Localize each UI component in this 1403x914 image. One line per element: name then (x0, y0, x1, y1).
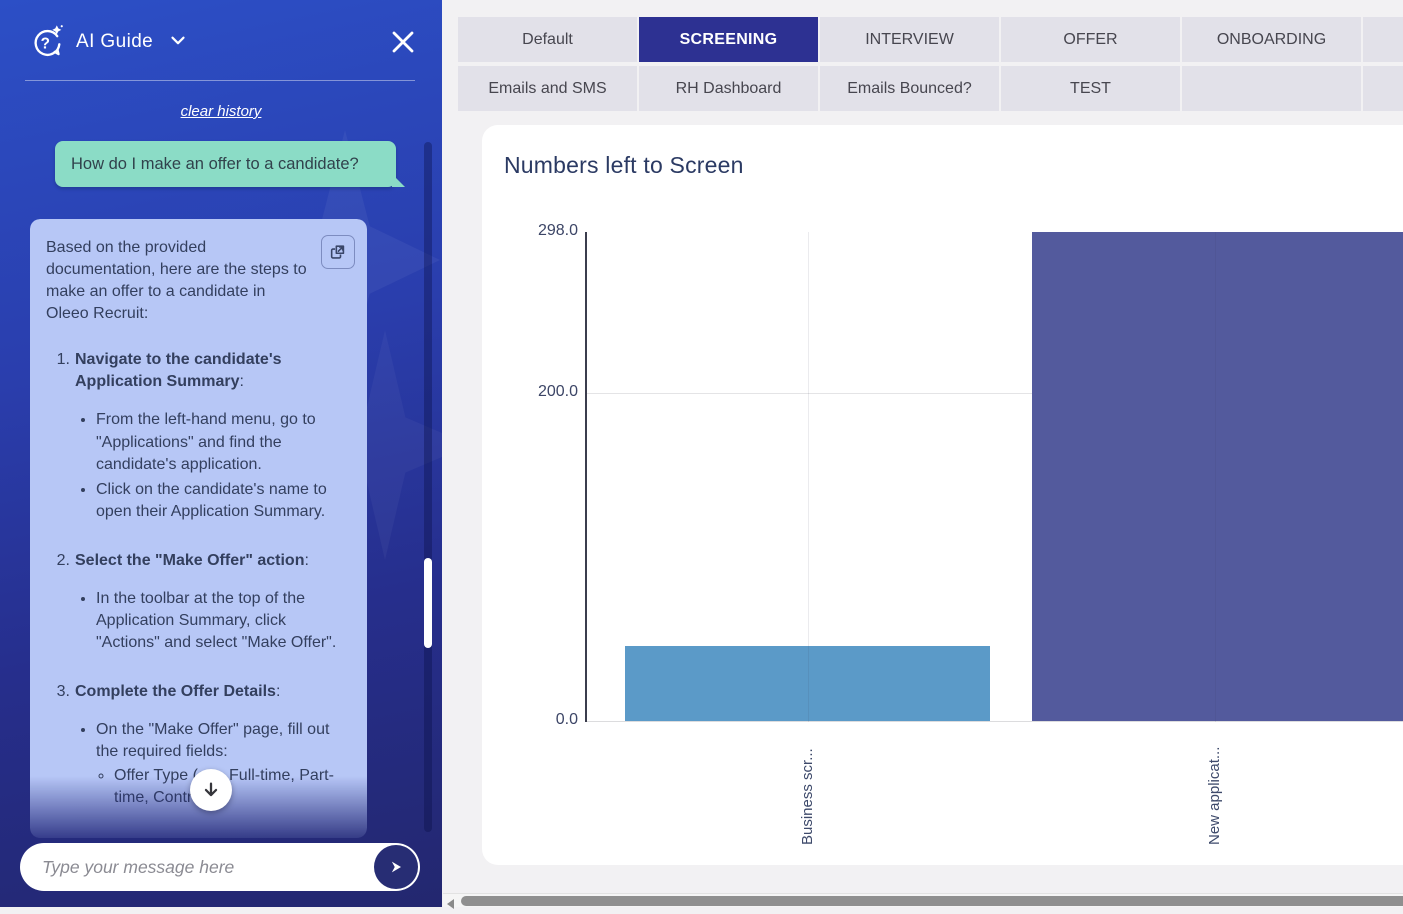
tab-emails-bounced-[interactable]: Emails Bounced? (820, 66, 999, 111)
clear-history-link[interactable]: clear history (180, 103, 262, 120)
tab-partial[interactable] (1363, 66, 1403, 111)
bar-new-applicat-[interactable] (1032, 232, 1403, 721)
chat-scrollbar-track[interactable] (424, 142, 432, 832)
user-message-bubble: How do I make an offer to a candidate? (55, 141, 405, 188)
bar-business-scr-[interactable] (625, 645, 990, 721)
tab-default[interactable]: Default (458, 17, 637, 62)
chart-card: Numbers left to Screen 0.0 200.0 298.0 Busi… (482, 125, 1403, 865)
tab-test[interactable]: TEST (1001, 66, 1180, 111)
horizontal-scrollbar-thumb[interactable] (461, 896, 1403, 906)
chart-title: Numbers left to Screen (504, 152, 744, 178)
tab-emails-and-sms[interactable]: Emails and SMS (458, 66, 637, 111)
vertical-gridline (808, 232, 809, 722)
ai-step-bullet: Click on the candidate's name to open th… (96, 479, 351, 523)
header-divider (25, 80, 415, 81)
chart-baseline (587, 721, 1403, 722)
tab-interview[interactable]: INTERVIEW (820, 17, 999, 62)
tab-onboarding[interactable]: ONBOARDING (1182, 17, 1361, 62)
tab-rh-dashboard[interactable]: RH Dashboard (639, 66, 818, 111)
chevron-down-icon[interactable] (167, 29, 189, 56)
ai-step-sub-bullet: Offer Type (e.g. Full-time, Part-time, C… (114, 765, 351, 809)
dashboard-tabs: Default SCREENING INTERVIEW OFFER ONBOARDING… (458, 17, 1403, 115)
x-axis-category-label: New applicat... (1206, 746, 1223, 845)
panel-title: AI Guide (76, 31, 154, 52)
horizontal-scrollbar (443, 893, 1403, 909)
user-message-text: How do I make an offer to a candidate? (71, 155, 359, 173)
y-axis-tick-label: 200.0 (537, 382, 578, 400)
ai-steps: 1. Navigate to the candidate's Applicatio… (46, 349, 351, 812)
horizontal-gridline (587, 392, 1403, 394)
svg-text:?: ? (41, 35, 50, 52)
tab-partial[interactable] (1363, 17, 1403, 62)
ai-message-intro: Based on the provided documentation, her… (46, 239, 307, 323)
y-axis-tick-label: 298.0 (537, 222, 578, 239)
send-button[interactable] (374, 845, 418, 889)
vertical-gridline (1215, 232, 1216, 722)
ai-step-bullet: In the toolbar at the top of the Applica… (96, 588, 351, 654)
ai-guide-logo-icon: ? (28, 24, 64, 60)
ai-step-bullet: From the left-hand menu, go to "Applicat… (96, 409, 351, 475)
tab-empty[interactable] (1182, 66, 1361, 111)
close-icon[interactable] (388, 27, 418, 57)
ai-step: 2.Select the "Make Offer" action:In the … (46, 550, 351, 657)
ai-guide-panel: ? AI Guide clear history How do I make a… (0, 0, 442, 907)
message-input-bar (20, 843, 420, 891)
tab-row-2: Emails and SMS RH Dashboard Emails Bounced… (458, 66, 1403, 111)
tab-screening[interactable]: SCREENING (639, 17, 818, 62)
message-input[interactable] (20, 856, 374, 878)
x-axis-category-label: Business scr... (799, 748, 816, 845)
ai-step: 1. Navigate to the candidate's Applicatio… (46, 349, 351, 526)
chat-header: ? AI Guide (28, 22, 422, 62)
y-axis-tick-label: 0.0 (555, 711, 578, 728)
chat-scrollbar-thumb[interactable] (424, 558, 432, 648)
dashboard-main: Default SCREENING INTERVIEW OFFER ONBOARDING… (442, 0, 1403, 909)
open-external-icon[interactable] (321, 235, 355, 269)
bubble-tail (392, 174, 405, 188)
tab-row-1: Default SCREENING INTERVIEW OFFER ONBOARDING (458, 17, 1403, 62)
chart-y-axis (585, 232, 587, 722)
ai-message-bubble: Based on the provided documentation, her… (30, 219, 367, 838)
scroll-left-arrow-icon[interactable] (446, 896, 456, 909)
tab-offer[interactable]: OFFER (1001, 17, 1180, 62)
scroll-to-bottom-button[interactable] (190, 769, 232, 811)
